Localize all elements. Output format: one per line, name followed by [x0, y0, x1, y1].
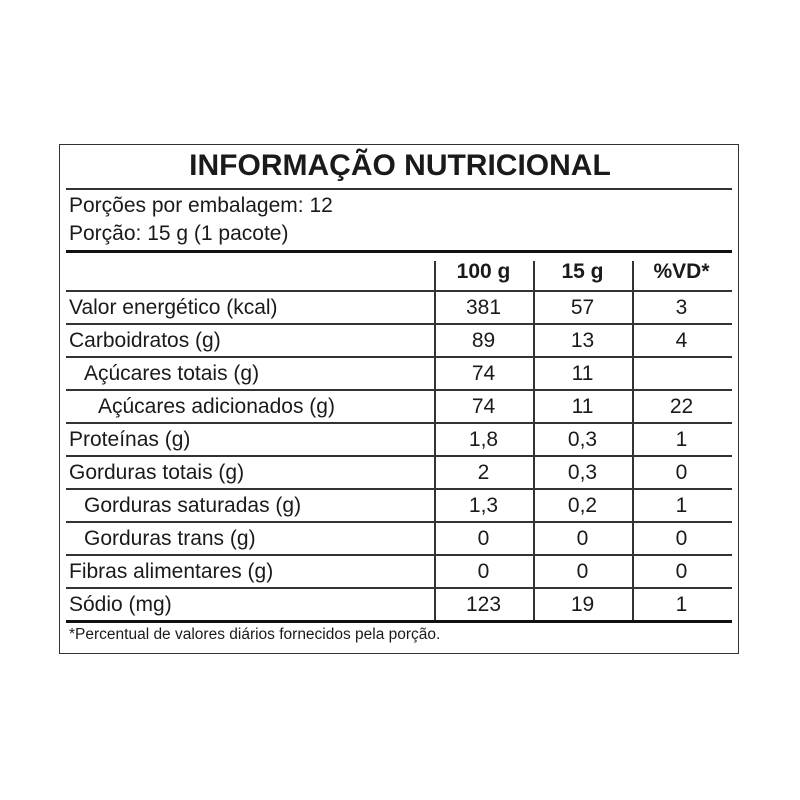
row-divider: [66, 488, 732, 490]
value-100g: 1,8: [468, 428, 499, 451]
value-100g: 89: [471, 329, 496, 352]
divider: [66, 188, 732, 190]
nutrient-label: Valor energético (kcal): [69, 296, 278, 319]
value-portion: 0,2: [567, 494, 598, 517]
column-divider: [434, 261, 436, 620]
row-divider: [66, 356, 732, 358]
table-row: Gorduras trans (g) 0 0 0: [66, 522, 732, 555]
nutrient-label: Gorduras totais (g): [69, 461, 245, 484]
nutrient-label: Proteínas (g): [69, 428, 191, 451]
value-100g: 74: [471, 395, 496, 418]
column-header-portion: 15 g: [561, 260, 604, 283]
thick-divider: [66, 250, 732, 253]
row-divider: [66, 521, 732, 523]
row-divider: [66, 422, 732, 424]
value-portion: 11: [571, 362, 594, 385]
column-divider: [533, 261, 535, 620]
nutrient-label: Gorduras trans (g): [84, 527, 256, 550]
value-100g: 74: [471, 362, 496, 385]
row-divider: [66, 587, 732, 589]
row-divider: [66, 290, 732, 292]
value-vd: 22: [669, 395, 694, 418]
value-vd: 3: [675, 296, 688, 319]
value-100g: 1,3: [468, 494, 499, 517]
value-portion: 0: [576, 527, 589, 550]
value-vd: 4: [675, 329, 688, 352]
nutrient-label: Açúcares adicionados (g): [98, 395, 335, 418]
value-portion: 19: [570, 593, 595, 616]
value-100g: 0: [477, 560, 490, 583]
column-header-100g: 100 g: [456, 260, 511, 283]
nutrient-label: Carboidratos (g): [69, 329, 221, 352]
value-vd: 1: [675, 494, 688, 517]
servings-per-package: Porções por embalagem: 12: [69, 194, 333, 217]
row-divider: [66, 554, 732, 556]
table-title: INFORMAÇÃO NUTRICIONAL: [189, 149, 611, 182]
table-row: Açúcares adicionados (g) 74 11 22: [66, 390, 732, 423]
value-portion: 11: [571, 395, 594, 418]
nutrient-label: Açúcares totais (g): [84, 362, 260, 385]
value-100g: 123: [465, 593, 502, 616]
nutrition-table-border: [59, 144, 739, 654]
table-row: Carboidratos (g) 89 13 4: [66, 324, 732, 357]
value-portion: 0,3: [567, 461, 598, 484]
value-vd: 0: [675, 461, 688, 484]
table-row: Sódio (mg) 123 19 1: [66, 588, 732, 621]
nutrient-label: Sódio (mg): [69, 593, 172, 616]
table-row: Gorduras saturadas (g) 1,3 0,2 1: [66, 489, 732, 522]
table-row: Gorduras totais (g) 2 0,3 0: [66, 456, 732, 489]
row-divider: [66, 389, 732, 391]
header-row: 100 g 15 g %VD*: [66, 255, 732, 288]
value-portion: 13: [570, 329, 595, 352]
value-portion: 57: [570, 296, 595, 319]
table-row: Açúcares totais (g) 74 11: [66, 357, 732, 390]
table-row: Fibras alimentares (g) 0 0 0: [66, 555, 732, 588]
nutrient-label: Fibras alimentares (g): [69, 560, 274, 583]
value-vd: 1: [675, 593, 688, 616]
value-100g: 381: [465, 296, 502, 319]
column-divider: [632, 261, 634, 620]
value-vd: 0: [675, 560, 688, 583]
value-vd: 1: [675, 428, 688, 451]
table-row: Proteínas (g) 1,8 0,3 1: [66, 423, 732, 456]
footnote: *Percentual de valores diários fornecido…: [69, 626, 441, 643]
value-portion: 0,3: [567, 428, 598, 451]
value-100g: 2: [477, 461, 490, 484]
serving-size: Porção: 15 g (1 pacote): [69, 222, 289, 245]
value-100g: 0: [477, 527, 490, 550]
value-portion: 0: [576, 560, 589, 583]
nutrient-label: Gorduras saturadas (g): [84, 494, 302, 517]
row-divider: [66, 455, 732, 457]
column-header-vd: %VD*: [653, 260, 710, 283]
row-divider: [66, 323, 732, 325]
table-row: Valor energético (kcal) 381 57 3: [66, 291, 732, 324]
thick-divider: [66, 620, 732, 623]
value-vd: 0: [675, 527, 688, 550]
